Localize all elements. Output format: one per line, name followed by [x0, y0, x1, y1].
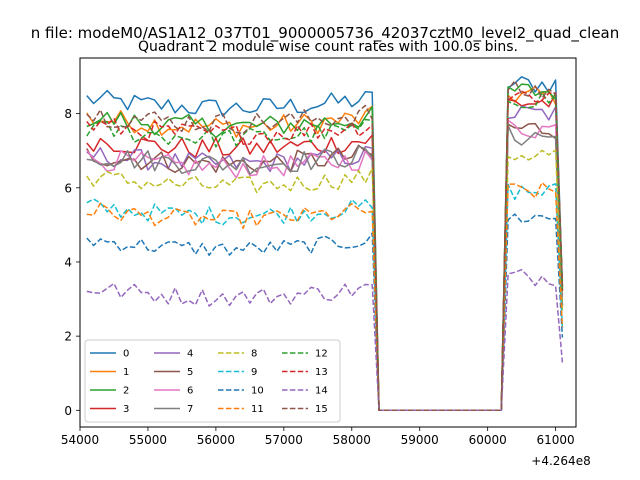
x-tick-label: 56000 [197, 433, 235, 447]
legend-label-10: 10 [251, 386, 264, 397]
y-tick-label: 2 [64, 330, 72, 344]
legend-label-3: 3 [123, 404, 129, 415]
legend-label-13: 13 [315, 367, 328, 378]
legend-box [84, 339, 341, 423]
legend-label-4: 4 [187, 349, 193, 360]
legend-label-6: 6 [187, 386, 193, 397]
x-tick-label: 59000 [401, 433, 439, 447]
legend-label-2: 2 [123, 386, 129, 397]
series-line-15 [86, 79, 564, 412]
legend-label-9: 9 [251, 367, 257, 378]
x-offset-label: +4.264e8 [531, 454, 590, 468]
plot-frame [79, 57, 577, 428]
x-tick-label: 55000 [129, 433, 167, 447]
y-tick-label: 4 [64, 255, 72, 269]
legend-label-14: 14 [315, 386, 328, 397]
y-tick-label: 6 [64, 181, 72, 195]
figure-suptitle: n file: modeM0/AS1A12_037T01_9000005736_… [31, 24, 620, 43]
legend-label-15: 15 [315, 404, 328, 415]
legend-label-7: 7 [187, 404, 193, 415]
series-lines [86, 76, 564, 412]
x-tick-label: 60000 [469, 433, 507, 447]
y-tick-label: 8 [64, 107, 72, 121]
legend-label-1: 1 [123, 367, 129, 378]
legend-label-0: 0 [123, 349, 129, 360]
x-tick-label: 57000 [265, 433, 303, 447]
x-tick-label: 58000 [333, 433, 371, 447]
series-line-14 [86, 268, 564, 412]
legend-label-5: 5 [187, 367, 193, 378]
y-tick-label: 0 [64, 404, 72, 418]
chart-title: Quadrant 2 module wise count rates with … [138, 39, 518, 55]
x-tick-label: 54000 [61, 433, 99, 447]
legend-label-11: 11 [251, 404, 264, 415]
x-axis: 54000 55000 56000 57000 58000 59000 60000 61000 [61, 427, 575, 447]
legend-label-8: 8 [251, 349, 257, 360]
x-tick-label: 61000 [537, 433, 575, 447]
y-axis: 0 2 4 6 8 [64, 107, 80, 418]
legend-label-12: 12 [315, 349, 328, 360]
